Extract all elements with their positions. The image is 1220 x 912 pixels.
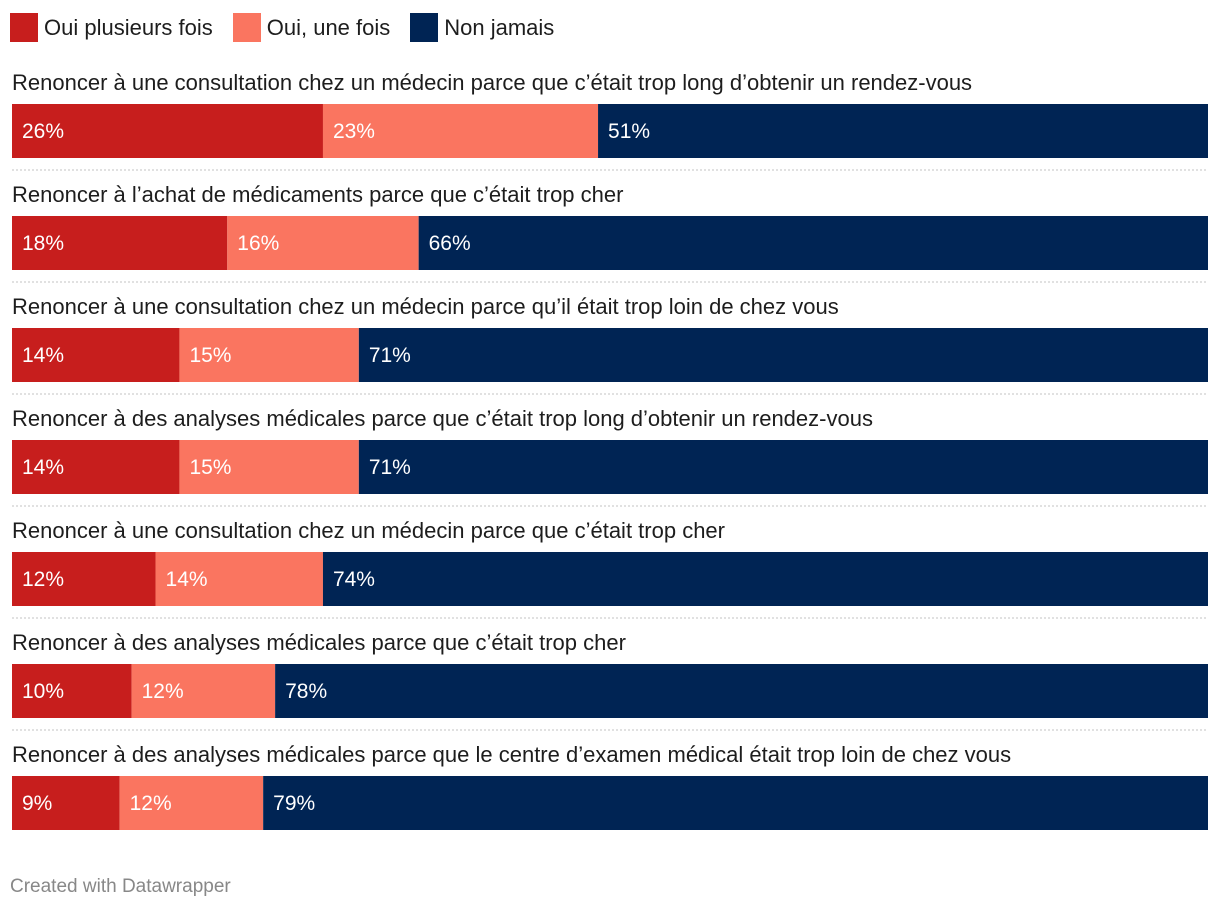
row-label: Renoncer à l’achat de médicaments parce … [12,182,623,207]
legend-label: Non jamais [444,14,555,40]
bar-segment-oui-une-fois [155,552,323,606]
bar-row: Renoncer à des analyses médicales parce … [12,742,1208,830]
bar-value-label: 15% [189,344,231,367]
bar-segment-non-jamais [322,552,1209,606]
bar-segment-oui-une-fois [131,664,276,718]
legend-swatch-non-jamais [410,12,439,42]
row-label: Renoncer à une consultation chez un méde… [12,70,972,95]
bar-row: Renoncer à une consultation chez un méde… [12,70,1208,171]
bar-value-label: 26% [22,120,64,143]
bar-segment-non-jamais [598,104,1208,158]
bar-value-label: 12% [130,792,172,815]
legend-label: Oui, une fois [266,14,391,40]
bar-row: Renoncer à des analyses médicales parce … [12,630,1208,731]
legend-swatch-oui-une-fois [232,12,261,42]
bar-value-label: 71% [369,456,411,479]
bar-value-label: 71% [369,344,411,367]
bar-value-label: 78% [285,680,327,703]
bar-segment-oui-une-fois [227,216,419,270]
bar-segment-oui-plusieurs-fois [12,664,132,718]
bar-value-label: 16% [237,232,279,255]
bar-segment-oui-plusieurs-fois [12,328,180,382]
bar-value-label: 18% [22,232,64,255]
legend-item-oui-plusieurs-fois: Oui plusieurs fois [10,12,213,42]
bar-row: Renoncer à une consultation chez un méde… [12,294,1209,395]
bar-value-label: 51% [608,120,650,143]
row-label: Renoncer à des analyses médicales parce … [12,630,626,655]
bar-value-label: 15% [189,456,231,479]
bar-value-label: 66% [429,232,471,255]
legend-label: Oui plusieurs fois [44,14,213,40]
bar-segment-oui-une-fois [322,104,599,158]
bar-value-label: 79% [273,792,315,815]
row-label: Renoncer à des analyses médicales parce … [12,742,1011,767]
bar-value-label: 12% [22,568,64,591]
bar-segment-non-jamais [358,328,1209,382]
bar-value-label: 14% [166,568,208,591]
bar-segment-oui-plusieurs-fois [12,216,228,270]
bar-segment-non-jamais [275,664,1208,718]
bar-segment-oui-plusieurs-fois [12,440,180,494]
bar-value-label: 14% [22,344,64,367]
legend-swatch-oui-plusieurs-fois [10,12,38,42]
bar-row: Renoncer à l’achat de médicaments parce … [12,182,1208,283]
bar-row: Renoncer à une consultation chez un méde… [12,518,1209,619]
stacked-bar-chart: Renoncer à une consultation chez un méde… [12,70,1209,830]
bar-segment-oui-plusieurs-fois [12,104,323,158]
row-label: Renoncer à une consultation chez un méde… [12,294,839,319]
legend-item-oui-une-fois: Oui, une fois [232,12,391,42]
bar-row: Renoncer à des analyses médicales parce … [12,406,1209,507]
bar-segment-non-jamais [418,216,1208,270]
bar-segment-non-jamais [263,776,1208,830]
bar-value-label: 74% [333,568,375,591]
bar-segment-oui-une-fois [179,440,359,494]
bar-segment-oui-plusieurs-fois [12,776,120,830]
row-label: Renoncer à une consultation chez un méde… [12,518,725,543]
bar-value-label: 14% [22,456,64,479]
legend-item-non-jamais: Non jamais [410,12,555,42]
bar-value-label: 9% [22,792,52,815]
bar-segment-oui-une-fois [119,776,264,830]
bar-value-label: 23% [333,120,375,143]
datawrapper-credit: Created with Datawrapper [10,876,231,897]
bar-segment-oui-une-fois [179,328,359,382]
bar-value-label: 12% [142,680,184,703]
row-label: Renoncer à des analyses médicales parce … [12,406,873,431]
bar-value-label: 10% [22,680,64,703]
legend: Oui plusieurs fois Oui, une fois Non jam… [10,11,574,43]
bar-segment-non-jamais [358,440,1209,494]
bar-segment-oui-plusieurs-fois [12,552,156,606]
